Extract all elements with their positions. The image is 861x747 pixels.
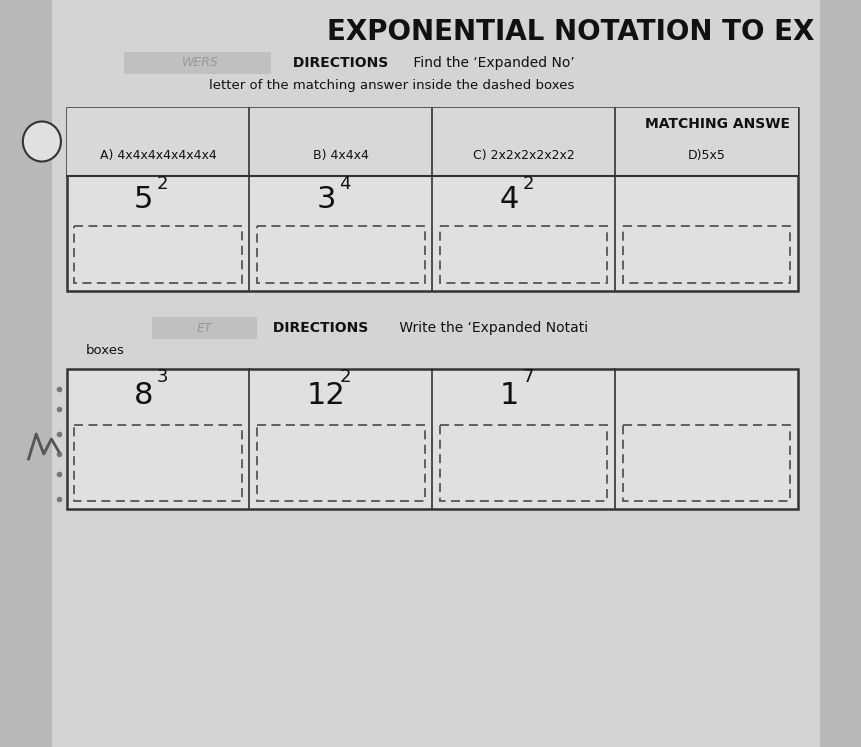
Text: WERS: WERS xyxy=(182,57,219,69)
Text: 2: 2 xyxy=(339,368,351,386)
Text: 4: 4 xyxy=(339,175,351,193)
Text: 4: 4 xyxy=(499,185,518,214)
Bar xyxy=(66,108,797,291)
Circle shape xyxy=(23,122,61,161)
Text: Write the ‘Expanded Notati: Write the ‘Expanded Notati xyxy=(395,321,588,335)
Text: 12: 12 xyxy=(307,381,345,410)
Text: 2: 2 xyxy=(157,175,168,193)
Bar xyxy=(440,226,607,283)
Text: 8: 8 xyxy=(133,381,153,410)
Text: B) 4x4x4: B) 4x4x4 xyxy=(313,149,369,163)
Text: DIRECTIONS: DIRECTIONS xyxy=(269,321,369,335)
Text: 3: 3 xyxy=(157,368,168,386)
Bar xyxy=(74,425,242,501)
Bar xyxy=(440,425,607,501)
Text: MATCHING ANSWE: MATCHING ANSWE xyxy=(645,117,790,131)
Bar xyxy=(124,52,271,74)
Bar xyxy=(623,425,790,501)
Bar xyxy=(74,226,242,283)
Text: EXPONENTIAL NOTATION TO EX: EXPONENTIAL NOTATION TO EX xyxy=(327,18,815,46)
Text: C) 2x2x2x2x2x2: C) 2x2x2x2x2x2 xyxy=(473,149,574,163)
Bar xyxy=(257,425,424,501)
Text: 3: 3 xyxy=(316,185,336,214)
Bar xyxy=(623,226,790,283)
Bar xyxy=(66,108,797,176)
Text: ET: ET xyxy=(197,321,213,335)
Text: Find the ‘Expanded No’: Find the ‘Expanded No’ xyxy=(409,56,575,70)
Text: letter of the matching answer inside the dashed boxes: letter of the matching answer inside the… xyxy=(209,78,575,91)
Text: D)5x5: D)5x5 xyxy=(687,149,725,163)
Bar xyxy=(66,369,797,509)
Text: DIRECTIONS: DIRECTIONS xyxy=(288,56,388,70)
Bar xyxy=(257,226,424,283)
Text: A) 4x4x4x4x4x4x4: A) 4x4x4x4x4x4x4 xyxy=(100,149,216,163)
Text: 5: 5 xyxy=(133,185,153,214)
Text: 1: 1 xyxy=(499,381,518,410)
Text: 7: 7 xyxy=(523,368,534,386)
Text: boxes: boxes xyxy=(86,344,125,358)
Text: 2: 2 xyxy=(523,175,534,193)
Bar xyxy=(152,317,257,339)
